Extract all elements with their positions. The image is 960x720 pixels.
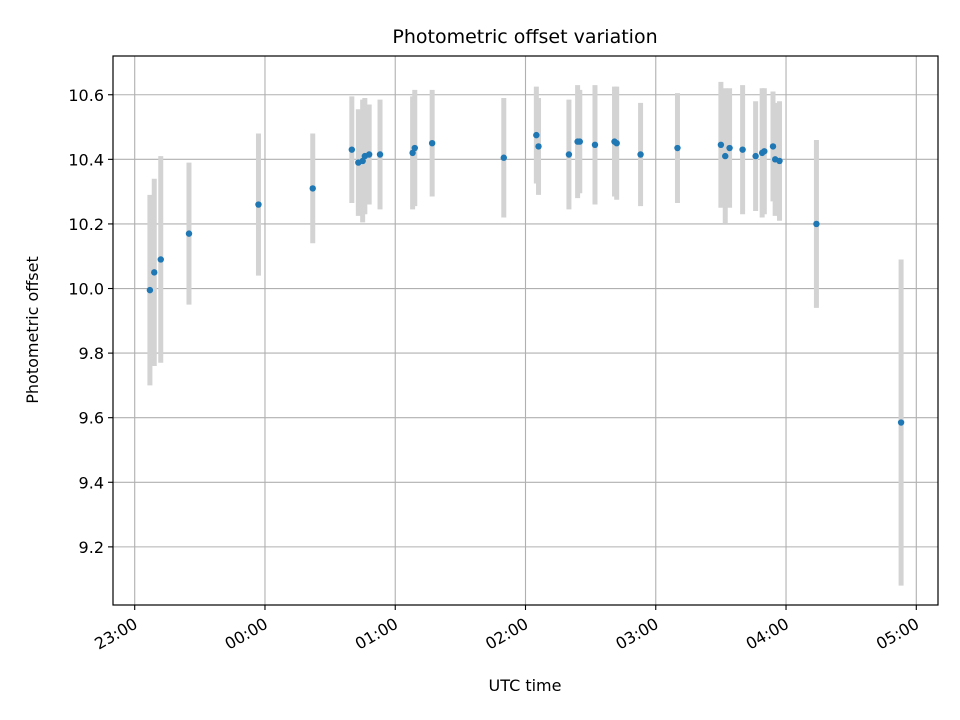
data-point	[897, 419, 905, 426]
chart-title: Photometric offset variation	[392, 26, 657, 48]
data-point	[613, 139, 620, 147]
data-points	[146, 131, 905, 426]
y-tick-label: 9.4	[79, 473, 104, 492]
y-tick-label: 9.2	[79, 538, 104, 557]
data-point	[348, 146, 356, 153]
data-point	[674, 144, 681, 152]
y-axis-label: Photometric offset	[23, 256, 42, 404]
data-point	[637, 151, 644, 158]
data-point	[761, 148, 768, 155]
data-point	[411, 144, 418, 152]
data-point	[726, 144, 733, 152]
data-point	[565, 151, 573, 158]
data-point	[185, 230, 193, 237]
y-tick-label: 10.2	[68, 215, 104, 234]
data-point	[591, 141, 599, 149]
x-axis-label: UTC time	[489, 676, 562, 695]
data-point	[722, 152, 729, 160]
data-point	[146, 286, 154, 294]
data-point	[359, 157, 366, 165]
data-point	[576, 138, 583, 145]
data-point	[813, 220, 820, 228]
y-tick-label: 10.4	[68, 150, 104, 169]
data-point	[533, 131, 540, 139]
y-tick-label: 10.6	[68, 86, 104, 105]
data-point	[428, 139, 436, 147]
data-point	[752, 152, 759, 160]
data-point	[769, 143, 777, 150]
y-tick-label: 9.8	[79, 344, 104, 363]
data-point	[151, 269, 158, 276]
y-tick-label: 9.6	[79, 409, 104, 428]
y-tick-label: 10.0	[68, 280, 104, 299]
data-point	[157, 256, 164, 263]
data-point	[535, 143, 542, 150]
data-point	[255, 201, 262, 208]
data-point	[409, 149, 416, 157]
data-point	[309, 185, 316, 192]
grid	[113, 56, 938, 605]
data-point	[500, 154, 507, 161]
data-point	[776, 157, 783, 165]
data-point	[365, 151, 373, 158]
data-point	[739, 146, 746, 153]
data-point	[376, 151, 384, 158]
y-axis: 9.2 9.4 9.6 9.8 10.0 10.2 10.4 10.6	[68, 86, 113, 557]
data-point	[717, 141, 725, 149]
